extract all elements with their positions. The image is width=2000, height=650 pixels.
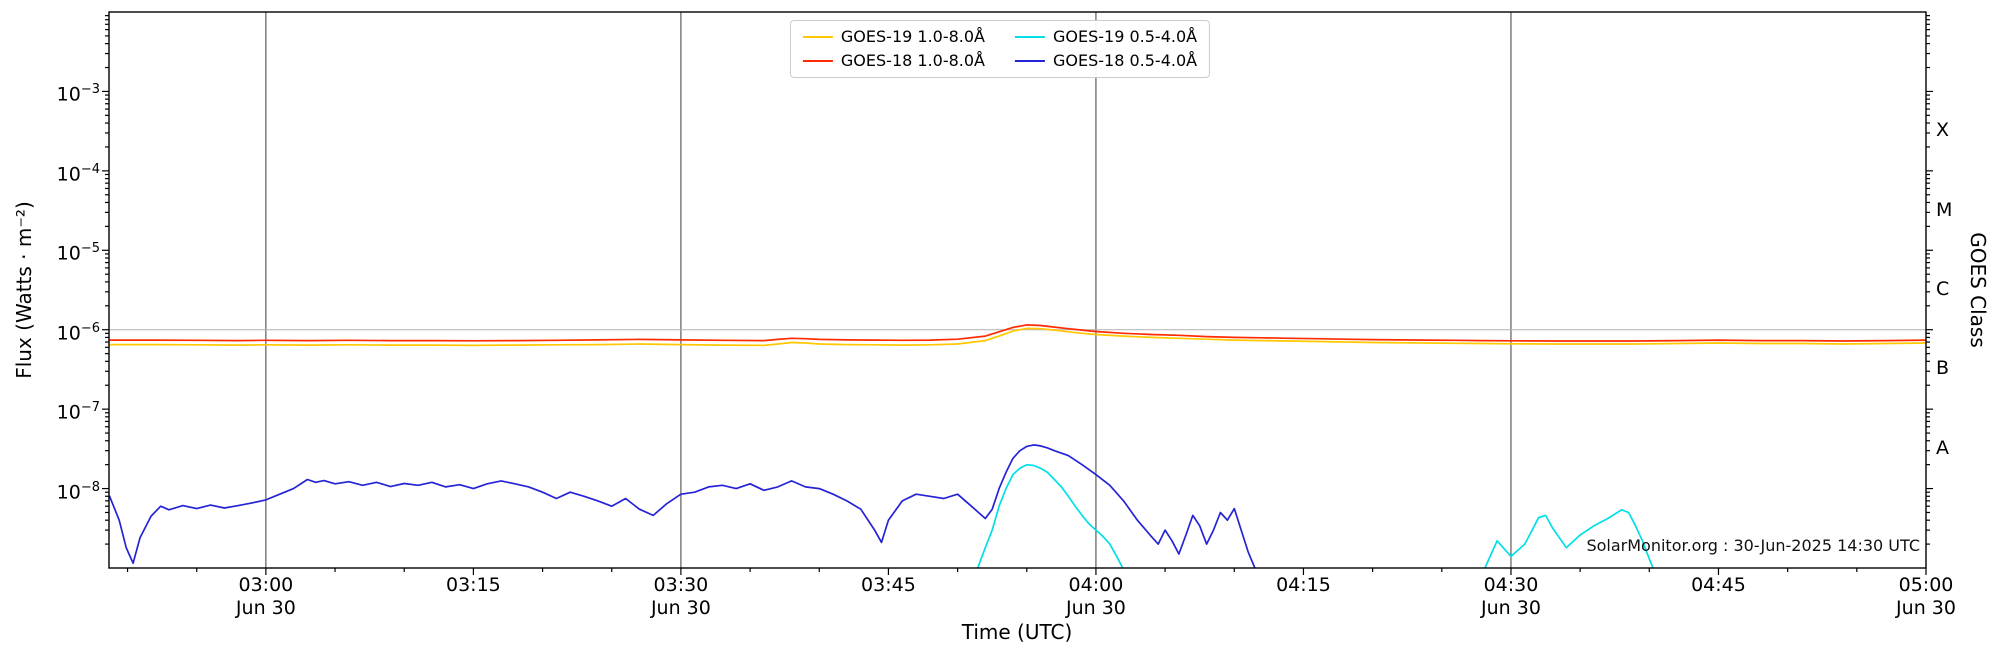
legend-label: GOES-18 0.5-4.0Å xyxy=(1053,51,1198,70)
series-line-goes-18-1-0-8-0- xyxy=(109,324,1926,342)
series-line-goes-19-0-5-4-0- xyxy=(976,463,1124,568)
plot-frame xyxy=(108,11,1927,569)
series-layer xyxy=(109,324,1926,568)
legend-item-goes19-short: GOES-19 0.5-4.0Å xyxy=(1015,28,1197,46)
legend-label: GOES-19 0.5-4.0Å xyxy=(1053,27,1198,46)
legend-swatch-goes18-short-icon xyxy=(1015,60,1045,62)
legend-swatch-goes19-short-icon xyxy=(1015,36,1045,38)
series-line-goes-18-0-5-4-0- xyxy=(109,444,1256,568)
legend-item-goes18-short: GOES-18 0.5-4.0Å xyxy=(1015,52,1197,70)
legend: GOES-19 1.0-8.0Å GOES-18 1.0-8.0Å GOES-1… xyxy=(789,20,1211,78)
legend-swatch-goes18-long-icon xyxy=(802,60,833,62)
legend-item-goes18-long: GOES-18 1.0-8.0Å xyxy=(802,51,985,70)
series-line-goes-19-1-0-8-0- xyxy=(109,327,1926,347)
series-line-goes-19-0-5-4-0- xyxy=(1483,508,1654,568)
legend-item-goes19-long: GOES-19 1.0-8.0Å xyxy=(802,27,985,46)
tick-marks xyxy=(102,15,1933,575)
legend-swatch-goes19-long-icon xyxy=(802,36,833,38)
legend-label: GOES-18 1.0-8.0Å xyxy=(840,51,985,70)
legend-label: GOES-19 1.0-8.0Å xyxy=(840,27,985,46)
